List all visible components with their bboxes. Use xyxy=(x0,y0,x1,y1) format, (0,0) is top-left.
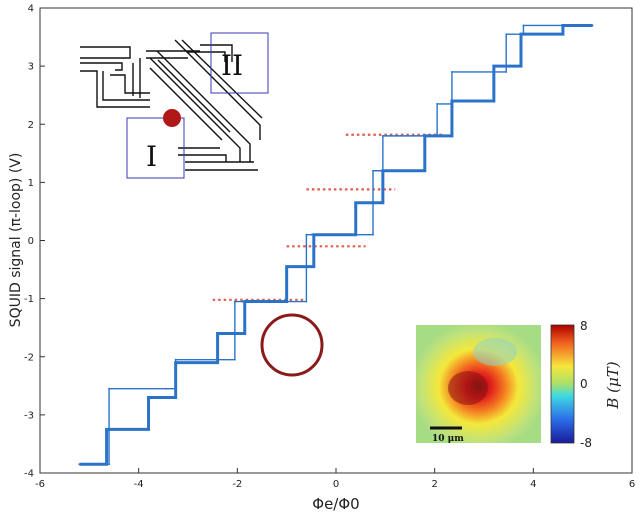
trace-point xyxy=(105,428,108,431)
trace-point xyxy=(174,396,177,399)
device-schematic xyxy=(80,39,263,171)
dashed-levels xyxy=(212,133,445,301)
y-tick-label: -2 xyxy=(24,352,34,363)
y-tick-label: 1 xyxy=(28,178,34,189)
trace-point xyxy=(233,300,236,303)
trace-point xyxy=(305,233,308,236)
x-tick-label: -6 xyxy=(35,479,45,490)
label-i: I xyxy=(146,140,157,173)
trace-point xyxy=(216,332,219,335)
colorbar-label: B (μT) xyxy=(604,361,622,409)
x-tick-label: 4 xyxy=(530,479,536,490)
trace-point xyxy=(381,134,384,137)
y-tick-label: -4 xyxy=(24,469,34,480)
scale-bar-label: 10 μm xyxy=(432,434,464,444)
trace-point xyxy=(174,387,177,390)
y-tick-label: 4 xyxy=(28,4,34,15)
trace-point xyxy=(492,100,495,102)
y-tick-label: -3 xyxy=(24,410,34,421)
y-tick-label: -1 xyxy=(24,294,34,305)
trace-point xyxy=(147,428,150,431)
highlight-circle xyxy=(260,313,324,377)
junction-box-i xyxy=(126,117,185,179)
trace-point xyxy=(451,103,453,105)
trace-point xyxy=(285,265,288,268)
label-ii: II xyxy=(221,49,243,82)
trace-point xyxy=(451,134,453,137)
x-axis-label: Φe/Φ0 xyxy=(312,495,359,513)
trace-point xyxy=(591,24,594,27)
y-ticks: -4 -3 -2 -1 0 1 2 3 4 xyxy=(24,4,45,480)
trace-point xyxy=(147,396,150,399)
field-map-core xyxy=(448,371,488,405)
trace-point xyxy=(310,233,313,236)
trace-point xyxy=(381,169,384,172)
trace-point xyxy=(381,201,384,204)
field-map-cyan-lobe xyxy=(473,338,517,366)
trace-point xyxy=(372,169,374,172)
trace-point xyxy=(423,169,426,172)
trace-point xyxy=(108,463,110,466)
y-tick-label: 3 xyxy=(28,62,34,73)
trace-point xyxy=(436,134,439,137)
trace-point xyxy=(78,463,81,466)
trace-point xyxy=(562,24,564,27)
trace-point xyxy=(372,233,374,236)
red-marker xyxy=(163,109,181,127)
trace-point xyxy=(522,24,525,27)
trace-point xyxy=(505,33,508,36)
y-axis-label: SQUID signal (π-loop) (V) xyxy=(8,153,24,328)
trace-point xyxy=(354,201,357,204)
trace-point xyxy=(562,33,564,36)
x-tick-label: 6 xyxy=(629,479,635,490)
x-ticks: -6 -4 -2 0 2 4 6 xyxy=(35,468,635,490)
trace-point xyxy=(520,65,522,68)
y-tick-label: 0 xyxy=(28,236,34,247)
plot-area xyxy=(39,7,633,474)
x-tick-label: -4 xyxy=(134,479,144,490)
trace-point xyxy=(312,265,315,268)
colorbar-tick-zero: 0 xyxy=(580,377,588,391)
trace-point xyxy=(522,33,525,36)
trace-point xyxy=(305,300,308,303)
colorbar-tick-max: 8 xyxy=(580,319,588,333)
trace-point xyxy=(164,387,167,390)
trace-point xyxy=(243,332,246,335)
trace-point xyxy=(233,358,236,361)
junction-box-ii xyxy=(210,32,269,94)
field-map-inset: 10 μm 8 0 -8 B (μT) xyxy=(416,319,622,450)
y-tick-label: 2 xyxy=(28,120,34,131)
trace-point xyxy=(505,71,508,73)
trace-point xyxy=(451,71,453,73)
trace-point xyxy=(241,300,244,303)
x-tick-label: 0 xyxy=(333,479,339,490)
series-layer xyxy=(78,23,594,466)
trace-point xyxy=(492,65,495,68)
x-tick-label: -2 xyxy=(232,479,242,490)
colorbar-tick-min: -8 xyxy=(580,436,592,450)
trace-point xyxy=(174,358,177,361)
x-tick-label: 2 xyxy=(431,479,437,490)
trace-point xyxy=(108,387,110,390)
plot-frame xyxy=(39,7,633,474)
trace-point xyxy=(216,361,219,364)
trace-point xyxy=(436,103,439,105)
colorbar xyxy=(550,324,575,444)
